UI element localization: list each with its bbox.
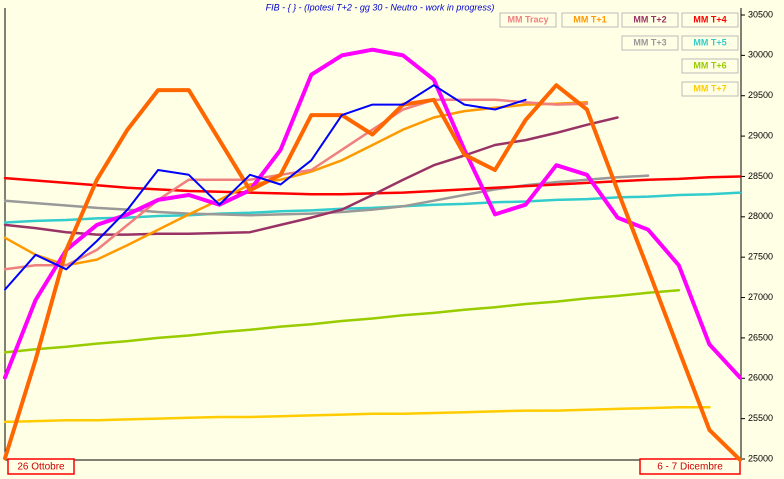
x-tick-label: 26 Ottobre bbox=[17, 462, 65, 473]
y-tick-label: 30500 bbox=[748, 9, 773, 19]
y-tick-label: 26000 bbox=[748, 373, 773, 383]
y-tick-label: 28500 bbox=[748, 171, 773, 181]
legend-box bbox=[621, 12, 679, 28]
series-line bbox=[3, 406, 711, 424]
y-tick-label: 29500 bbox=[748, 90, 773, 100]
legend-box bbox=[681, 81, 739, 97]
x-label-box bbox=[639, 458, 741, 475]
legend-box bbox=[681, 12, 739, 28]
x-label-box bbox=[7, 458, 75, 475]
y-tick-label: 29000 bbox=[748, 130, 773, 140]
y-tick-label: 25000 bbox=[748, 453, 773, 463]
series-line bbox=[3, 116, 619, 236]
y-tick-label: 25500 bbox=[748, 413, 773, 423]
y-tick-label: 30000 bbox=[748, 50, 773, 60]
legend-label: MM T+7 bbox=[693, 83, 726, 93]
y-tick-label: 27000 bbox=[748, 292, 773, 302]
legend-label: MM T+6 bbox=[693, 60, 726, 70]
legend-box bbox=[621, 35, 679, 51]
legend-label: MM T+2 bbox=[633, 14, 666, 24]
series-line bbox=[3, 289, 681, 354]
legend-label: MM T+3 bbox=[633, 37, 666, 47]
series-line bbox=[3, 175, 742, 196]
series-line bbox=[4, 84, 527, 291]
legend-box bbox=[681, 58, 739, 74]
chart-title: FIB - { } - (Ipotesi T+2 - gg 30 - Neutr… bbox=[266, 2, 495, 12]
series-line bbox=[3, 83, 742, 462]
series-line bbox=[3, 191, 742, 224]
x-tick-label: 6 - 7 Dicembre bbox=[657, 462, 723, 473]
legend-label: MM T+4 bbox=[693, 14, 726, 24]
legend-box bbox=[681, 35, 739, 51]
legend-box bbox=[561, 12, 619, 28]
y-tick-label: 26500 bbox=[748, 332, 773, 342]
legend-box bbox=[499, 12, 557, 28]
legend-label: MM T+5 bbox=[693, 37, 726, 47]
series-line bbox=[3, 47, 742, 380]
y-tick-label: 28000 bbox=[748, 211, 773, 221]
legend-label: MM Tracy bbox=[507, 14, 548, 24]
legend-label: MM T+1 bbox=[573, 14, 606, 24]
y-tick-label: 27500 bbox=[748, 252, 773, 262]
